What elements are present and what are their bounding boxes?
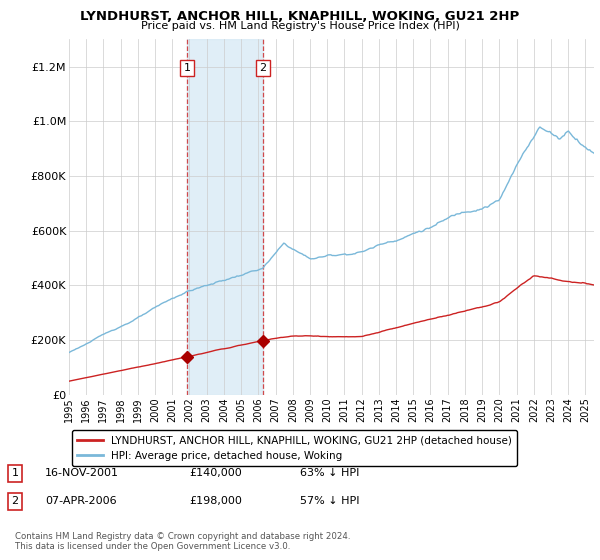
Text: Contains HM Land Registry data © Crown copyright and database right 2024.: Contains HM Land Registry data © Crown c… xyxy=(15,532,350,541)
Text: 1: 1 xyxy=(11,468,19,478)
Text: 07-APR-2006: 07-APR-2006 xyxy=(45,496,116,506)
Text: £140,000: £140,000 xyxy=(189,468,242,478)
Text: 2: 2 xyxy=(259,63,266,73)
Text: 63% ↓ HPI: 63% ↓ HPI xyxy=(300,468,359,478)
Text: LYNDHURST, ANCHOR HILL, KNAPHILL, WOKING, GU21 2HP: LYNDHURST, ANCHOR HILL, KNAPHILL, WOKING… xyxy=(80,10,520,23)
Text: 2: 2 xyxy=(11,496,19,506)
Legend: LYNDHURST, ANCHOR HILL, KNAPHILL, WOKING, GU21 2HP (detached house), HPI: Averag: LYNDHURST, ANCHOR HILL, KNAPHILL, WOKING… xyxy=(71,430,517,466)
Text: Price paid vs. HM Land Registry's House Price Index (HPI): Price paid vs. HM Land Registry's House … xyxy=(140,21,460,31)
Text: £198,000: £198,000 xyxy=(189,496,242,506)
Bar xyxy=(187,39,263,395)
Text: This data is licensed under the Open Government Licence v3.0.: This data is licensed under the Open Gov… xyxy=(15,542,290,551)
Text: 1: 1 xyxy=(184,63,191,73)
Text: 57% ↓ HPI: 57% ↓ HPI xyxy=(300,496,359,506)
Text: 16-NOV-2001: 16-NOV-2001 xyxy=(45,468,119,478)
